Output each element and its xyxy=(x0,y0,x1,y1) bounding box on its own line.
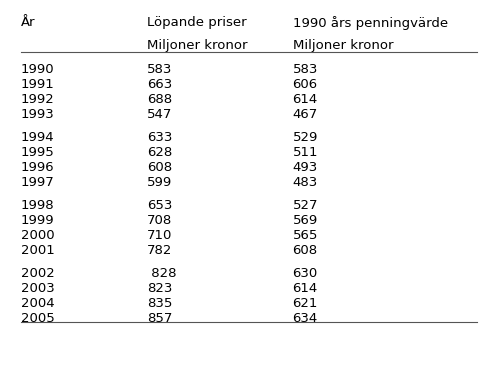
Text: 1990 års penningvärde: 1990 års penningvärde xyxy=(293,16,448,30)
Text: 1990: 1990 xyxy=(21,63,55,76)
Text: 1994: 1994 xyxy=(21,131,55,144)
Text: 710: 710 xyxy=(147,229,172,242)
Text: 2002: 2002 xyxy=(21,267,55,280)
Text: 493: 493 xyxy=(293,161,318,174)
Text: 565: 565 xyxy=(293,229,318,242)
Text: 663: 663 xyxy=(147,78,172,91)
Text: 1998: 1998 xyxy=(21,199,55,212)
Text: 1999: 1999 xyxy=(21,214,55,227)
Text: 1993: 1993 xyxy=(21,108,55,121)
Text: 547: 547 xyxy=(147,108,172,121)
Text: 1991: 1991 xyxy=(21,78,55,91)
Text: 529: 529 xyxy=(293,131,318,144)
Text: 633: 633 xyxy=(147,131,172,144)
Text: 527: 527 xyxy=(293,199,318,212)
Text: 2005: 2005 xyxy=(21,312,55,324)
Text: 2001: 2001 xyxy=(21,244,55,256)
Text: 857: 857 xyxy=(147,312,172,324)
Text: 1995: 1995 xyxy=(21,146,55,159)
Text: 569: 569 xyxy=(293,214,318,227)
Text: 1997: 1997 xyxy=(21,176,55,189)
Text: 2000: 2000 xyxy=(21,229,55,242)
Text: 823: 823 xyxy=(147,282,172,295)
Text: 606: 606 xyxy=(293,78,318,91)
Text: 621: 621 xyxy=(293,297,318,309)
Text: 608: 608 xyxy=(147,161,172,174)
Text: 1992: 1992 xyxy=(21,93,55,106)
Text: Miljoner kronor: Miljoner kronor xyxy=(147,39,247,52)
Text: 608: 608 xyxy=(293,244,318,256)
Text: 708: 708 xyxy=(147,214,172,227)
Text: 467: 467 xyxy=(293,108,318,121)
Text: 835: 835 xyxy=(147,297,172,309)
Text: 583: 583 xyxy=(147,63,172,76)
Text: 583: 583 xyxy=(293,63,318,76)
Text: Löpande priser: Löpande priser xyxy=(147,16,246,29)
Text: 511: 511 xyxy=(293,146,318,159)
Text: 688: 688 xyxy=(147,93,172,106)
Text: 630: 630 xyxy=(293,267,318,280)
Text: 628: 628 xyxy=(147,146,172,159)
Text: 634: 634 xyxy=(293,312,318,324)
Text: 2003: 2003 xyxy=(21,282,55,295)
Text: 828: 828 xyxy=(147,267,176,280)
Text: 653: 653 xyxy=(147,199,172,212)
Text: 483: 483 xyxy=(293,176,318,189)
Text: 614: 614 xyxy=(293,282,318,295)
Text: 599: 599 xyxy=(147,176,172,189)
Text: År: År xyxy=(21,16,35,29)
Text: 1996: 1996 xyxy=(21,161,55,174)
Text: Miljoner kronor: Miljoner kronor xyxy=(293,39,393,52)
Text: 614: 614 xyxy=(293,93,318,106)
Text: 782: 782 xyxy=(147,244,172,256)
Text: 2004: 2004 xyxy=(21,297,55,309)
